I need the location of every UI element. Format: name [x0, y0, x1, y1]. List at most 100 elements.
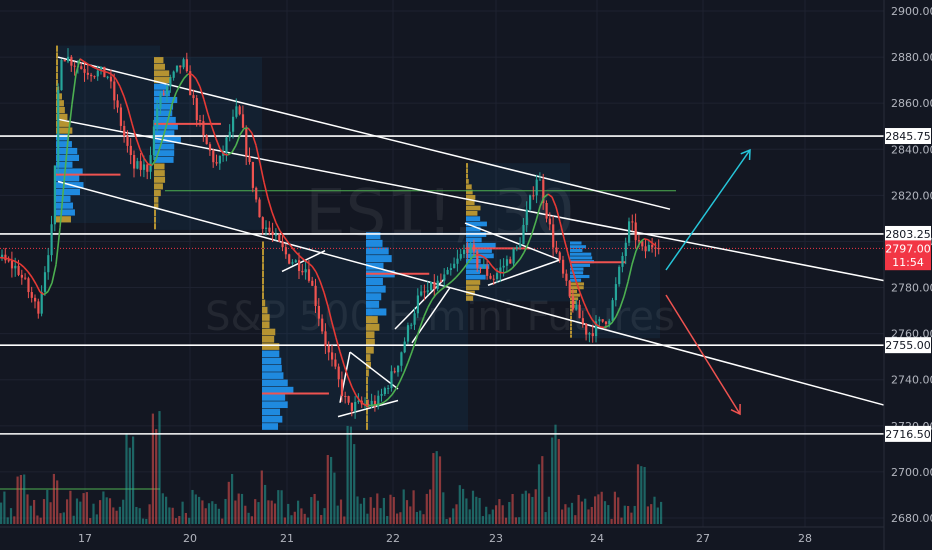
volume-bar — [72, 515, 75, 524]
candle-body — [123, 125, 126, 137]
y-tick-label: 2700.00 — [891, 466, 932, 479]
moving-average-segment — [103, 70, 109, 74]
volume-bar — [633, 505, 636, 524]
volume-bar — [537, 464, 541, 524]
volume-bars — [0, 411, 663, 524]
moving-average-segment — [507, 267, 513, 273]
volume-bar — [442, 492, 445, 524]
volume-bar — [594, 496, 597, 524]
moving-average-segment — [423, 306, 429, 317]
channel-lower-line — [57, 180, 885, 406]
volume-bar — [181, 501, 184, 524]
volume-profile-row — [262, 401, 288, 409]
moving-average-segment — [235, 134, 241, 146]
volume-bar — [435, 451, 438, 524]
candle-body — [57, 90, 60, 166]
moving-average-segment — [539, 197, 545, 207]
volume-bar — [330, 456, 333, 524]
candle-body — [106, 76, 109, 78]
price-axis[interactable]: 2900.002880.002860.002840.002820.002800.… — [883, 0, 932, 550]
candle-body — [552, 224, 555, 248]
volume-bar — [112, 507, 115, 524]
volume-profile-row — [366, 300, 380, 308]
moving-average-segment — [631, 250, 637, 265]
volume-profile-row — [570, 289, 578, 293]
moving-average-segment — [7, 258, 13, 261]
volume-profile-row — [466, 248, 492, 253]
price-tag-background — [885, 337, 931, 354]
volume-profile-row — [262, 423, 279, 430]
moving-average-segment — [451, 276, 457, 282]
volume-bar — [623, 505, 626, 524]
volume-bar — [9, 508, 13, 524]
volume-bar — [379, 508, 382, 524]
moving-average-segment — [627, 264, 633, 283]
volume-profile-row — [466, 179, 469, 184]
candle-body — [515, 247, 518, 249]
moving-average-segment — [535, 206, 541, 222]
volume-bar — [429, 489, 432, 524]
moving-average-segment — [487, 260, 493, 267]
x-tick-label: 20 — [183, 532, 197, 545]
volume-bar — [221, 518, 224, 524]
volume-bar — [392, 497, 395, 524]
volume-profile-row — [56, 175, 80, 182]
candle-body — [179, 65, 182, 68]
moving-average-segment — [471, 254, 477, 259]
candle-body — [317, 305, 320, 319]
volume-bar — [471, 490, 475, 524]
forecast-arrows[interactable] — [665, 148, 751, 416]
moving-average-segment — [91, 65, 97, 70]
moving-average-segment — [399, 372, 405, 382]
moving-average-segment — [359, 400, 365, 406]
candle-body — [152, 126, 155, 156]
moving-average-segment — [131, 123, 137, 138]
arrow-up-shaft — [665, 149, 751, 271]
trend-channels[interactable] — [57, 56, 885, 418]
volume-profile-row — [466, 168, 468, 174]
candle-body — [350, 402, 353, 411]
triangle-upper-line — [349, 351, 399, 390]
volume-profile-row — [570, 308, 573, 312]
volume-profile-row — [366, 277, 383, 285]
volume-profile-row — [56, 113, 68, 121]
volume-bar — [36, 515, 39, 524]
volume-profile-row — [262, 335, 275, 343]
volume-profile-row — [154, 156, 174, 163]
volume-profile-row — [56, 188, 80, 196]
moving-average-segment — [43, 290, 49, 296]
volume-profile-row — [366, 377, 368, 385]
channel-middle-line — [57, 118, 885, 282]
candle-body — [400, 352, 403, 366]
x-tick-label: 24 — [590, 532, 604, 545]
moving-average-segment — [243, 127, 249, 130]
candle-body — [304, 269, 307, 273]
candle-body — [505, 259, 509, 266]
candle-body — [413, 313, 416, 325]
volume-profile-row — [262, 408, 281, 416]
x-tick-label: 23 — [489, 532, 503, 545]
volume-profile-row — [366, 392, 368, 400]
candle-body — [7, 260, 10, 262]
candle-body — [238, 106, 241, 115]
candle-body — [469, 244, 472, 254]
volume-bar — [326, 455, 329, 524]
moving-average-segment — [327, 306, 333, 323]
volume-bar — [580, 501, 583, 524]
volume-bar — [584, 498, 587, 524]
candle-body — [628, 221, 631, 243]
price-tag-label: 2755.00 — [885, 339, 931, 352]
time-axis[interactable]: 17 20 21 22 23 24 27 28 — [0, 526, 884, 545]
volume-bar — [528, 493, 531, 524]
candle-body — [225, 137, 228, 153]
candle-body — [403, 341, 406, 353]
candle-body — [307, 269, 311, 281]
moving-average-segment — [275, 222, 281, 232]
volume-bar — [339, 499, 343, 524]
volume-profile-row — [466, 274, 486, 280]
volume-bar — [620, 517, 623, 524]
volume-bar — [511, 493, 514, 524]
candle-body — [486, 266, 489, 276]
